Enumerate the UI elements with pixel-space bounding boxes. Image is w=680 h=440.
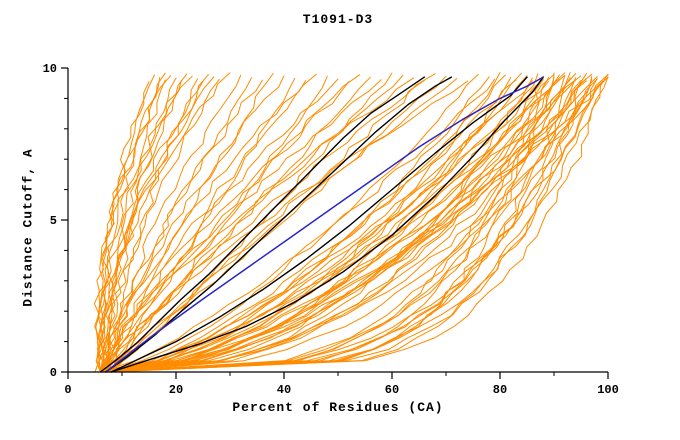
model-curve-orange xyxy=(110,78,458,373)
model-curve-orange xyxy=(98,75,285,373)
model-curve-orange xyxy=(102,73,188,373)
x-tick-label: 40 xyxy=(277,383,291,397)
model-curve-orange xyxy=(105,76,598,373)
model-curve-blue xyxy=(105,76,544,373)
model-curve-black xyxy=(99,76,426,373)
model-curve-orange xyxy=(95,77,161,373)
model-curve-orange xyxy=(105,75,404,373)
model-curve-orange xyxy=(99,75,593,373)
model-curve-orange xyxy=(105,74,242,373)
model-curve-orange xyxy=(105,73,436,373)
model-curve-orange xyxy=(99,72,231,373)
model-curve-orange xyxy=(110,77,296,373)
model-curve-orange xyxy=(96,80,182,373)
model-curve-orange xyxy=(110,76,328,373)
model-curve-orange xyxy=(110,74,506,373)
model-curve-orange xyxy=(108,76,215,373)
y-tick-label: 10 xyxy=(43,62,57,76)
model-curve-orange xyxy=(99,73,317,373)
model-curve-orange xyxy=(99,75,447,373)
model-curve-orange xyxy=(110,73,587,373)
model-curve-orange xyxy=(99,77,571,373)
model-curve-black xyxy=(110,76,528,373)
model-curve-orange xyxy=(105,78,598,373)
model-curve-orange xyxy=(105,80,307,373)
model-curve-orange xyxy=(110,79,425,373)
y-tick-label: 5 xyxy=(50,214,57,228)
model-curve-orange xyxy=(110,74,361,373)
model-curve-black xyxy=(105,76,453,373)
model-curve-orange xyxy=(99,77,253,373)
model-curve-orange xyxy=(93,75,172,373)
model-curve-orange xyxy=(101,80,204,373)
model-curve-orange xyxy=(99,72,571,373)
model-curve-orange xyxy=(110,79,263,373)
model-curve-orange xyxy=(105,80,469,373)
model-curve-orange xyxy=(110,80,604,373)
model-curve-orange xyxy=(105,79,582,373)
model-curve-orange xyxy=(110,78,598,373)
x-tick-label: 100 xyxy=(597,383,619,397)
y-axis-label: Distance Cutoff, A xyxy=(20,148,36,307)
x-tick-label: 0 xyxy=(64,383,71,397)
model-curve-orange xyxy=(110,76,609,373)
model-curve-orange xyxy=(105,74,560,373)
model-curve-orange xyxy=(99,81,350,373)
model-curve-orange xyxy=(105,76,609,373)
model-curve-orange xyxy=(110,72,393,373)
model-curve-orange xyxy=(110,75,566,373)
model-curve-orange xyxy=(105,74,555,373)
model-curve-orange xyxy=(99,80,550,373)
x-tick-label: 80 xyxy=(493,383,507,397)
model-curve-black xyxy=(110,76,544,373)
x-tick-label: 60 xyxy=(385,383,399,397)
model-curve-orange xyxy=(99,77,415,373)
model-curve-orange xyxy=(99,79,560,373)
x-tick-label: 20 xyxy=(169,383,183,397)
model-curve-orange xyxy=(108,78,199,373)
model-curve-orange xyxy=(99,78,496,373)
model-curve-orange xyxy=(103,79,220,373)
model-curve-orange xyxy=(110,74,566,373)
model-curve-orange xyxy=(99,73,609,373)
x-axis-label: Percent of Residues (CA) xyxy=(232,400,444,415)
y-tick-label: 0 xyxy=(50,366,57,380)
chart-title: T1091-D3 xyxy=(302,12,374,27)
model-curve-orange xyxy=(105,75,544,373)
model-curve-orange xyxy=(97,75,193,373)
model-curve-orange xyxy=(94,74,155,373)
model-curve-orange xyxy=(110,77,550,373)
model-curve-orange xyxy=(105,77,587,373)
model-curve-orange xyxy=(110,78,544,373)
model-curve-orange xyxy=(110,78,593,373)
model-curve-orange xyxy=(99,77,577,373)
